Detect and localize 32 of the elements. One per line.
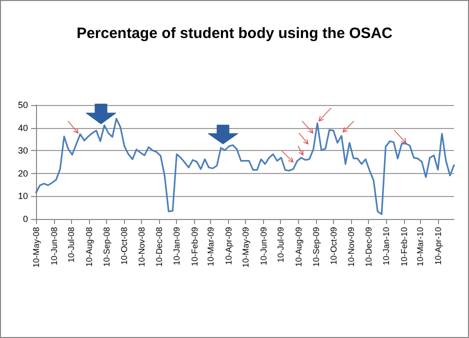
x-tick-label: 10-Oct-09	[328, 226, 338, 265]
x-tick-label: 10-May-08	[31, 226, 41, 268]
x-tick-label: 10-Feb-09	[189, 226, 200, 266]
chart-title: Percentage of student body using the OSAC	[76, 25, 393, 42]
y-tick-label: 10	[18, 191, 28, 202]
x-tick-label: 10-Apr-09	[223, 226, 234, 265]
x-tick-label: 10-Mar-09	[206, 226, 216, 266]
x-tick-label: 10-Sep-08	[102, 226, 112, 267]
line-series	[35, 118, 455, 216]
x-tick-label: 10-Jul-08	[66, 226, 76, 262]
y-tick-label: 0	[22, 214, 28, 224]
x-tick-label: 10-Nov-08	[136, 226, 147, 267]
x-tick-label: 10-Jan-09	[172, 226, 182, 266]
y-tick-label: 50	[18, 100, 28, 110]
x-tick-label: 10-Aug-08	[84, 226, 94, 267]
y-tick-label: 40	[18, 122, 28, 133]
y-tick-label: 30	[18, 146, 28, 156]
x-tick-label: 10-Jun-08	[48, 226, 59, 266]
x-tick-label: 10-Dec-08	[154, 226, 164, 267]
x-tick-label: 10-Feb-10	[399, 226, 410, 266]
x-tick-label: 10-Nov-09	[346, 226, 356, 267]
x-tick-label: 10-Jul-09	[276, 226, 286, 262]
x-tick-label: 10-Oct-08	[118, 226, 129, 265]
x-tick-label: 10-Apr-10	[432, 226, 443, 265]
y-tick-label: 20	[18, 168, 28, 178]
x-tick-label: 10-May-09	[240, 226, 251, 268]
x-tick-label: 10-Jan-10	[381, 226, 392, 266]
x-tick-label: 10-Aug-09	[293, 226, 304, 267]
x-tick-label: 10-Sep-09	[311, 226, 322, 267]
x-tick-label: 10-Dec-09	[363, 226, 374, 267]
x-tick-label: 10-Mar-10	[415, 226, 426, 266]
x-tick-label: 10-Jun-09	[258, 226, 268, 266]
